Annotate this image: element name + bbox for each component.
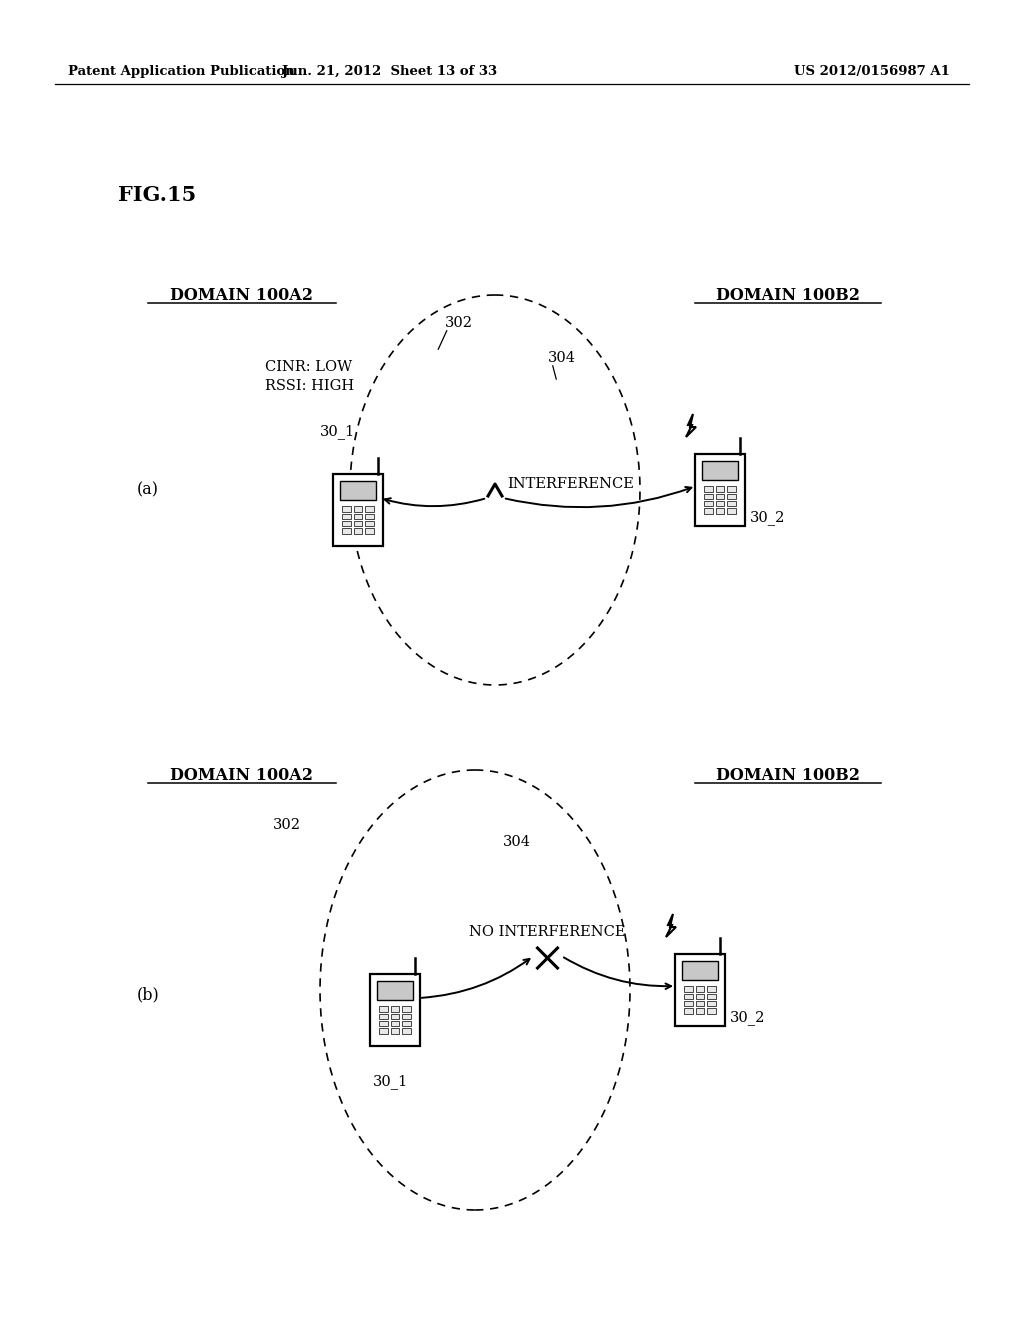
Bar [353,507,362,512]
Text: US 2012/0156987 A1: US 2012/0156987 A1 [795,66,950,78]
Text: NO INTERFERENCE: NO INTERFERENCE [469,925,626,939]
Bar [684,1008,693,1014]
Bar [380,1014,388,1019]
Text: DOMAIN 100A2: DOMAIN 100A2 [171,286,313,304]
Bar [727,508,735,513]
Text: DOMAIN 100B2: DOMAIN 100B2 [716,286,860,304]
Bar [390,1028,399,1034]
Bar [365,513,374,519]
Bar [684,986,693,993]
Bar [695,994,705,999]
Text: 30_1: 30_1 [373,1074,409,1089]
Polygon shape [666,913,676,937]
Bar [705,487,714,492]
Bar [716,508,724,513]
Bar [401,1028,411,1034]
Text: 302: 302 [273,818,301,832]
Bar [380,1028,388,1034]
Bar [707,994,716,999]
Bar [370,974,420,1045]
Text: (b): (b) [136,986,160,1003]
Text: 30_2: 30_2 [750,511,785,525]
Bar [342,528,351,533]
Bar [727,500,735,507]
Polygon shape [686,414,696,437]
Bar [390,1006,399,1012]
Bar [390,1014,399,1019]
Text: (a): (a) [137,482,159,499]
Bar [342,520,351,527]
Bar [333,474,383,545]
Text: FIG.15: FIG.15 [118,185,197,205]
Text: Patent Application Publication: Patent Application Publication [68,66,295,78]
Bar [716,500,724,507]
Text: INTERFERENCE: INTERFERENCE [507,477,634,491]
Text: DOMAIN 100B2: DOMAIN 100B2 [716,767,860,784]
Bar [707,986,716,993]
Text: 304: 304 [548,351,575,366]
Bar [365,520,374,527]
Bar [682,961,718,979]
Bar [705,508,714,513]
Bar [353,520,362,527]
Bar [353,528,362,533]
Text: 30_2: 30_2 [730,1011,765,1026]
Bar [380,1020,388,1027]
Text: 30_1: 30_1 [319,425,355,440]
Bar [380,1006,388,1012]
Bar [695,1001,705,1006]
Bar [727,487,735,492]
Bar [695,454,745,525]
Bar [675,954,725,1026]
Bar [695,1008,705,1014]
Bar [695,986,705,993]
Text: 302: 302 [445,315,473,330]
Bar [401,1006,411,1012]
Bar [684,1001,693,1006]
Bar [340,482,376,500]
Bar [342,507,351,512]
Bar [702,462,737,480]
Bar [353,513,362,519]
Bar [401,1014,411,1019]
Bar [365,528,374,533]
Bar [365,507,374,512]
Text: Jun. 21, 2012  Sheet 13 of 33: Jun. 21, 2012 Sheet 13 of 33 [283,66,498,78]
Bar [716,487,724,492]
Bar [378,982,413,1001]
Bar [716,494,724,499]
Bar [705,494,714,499]
Text: DOMAIN 100A2: DOMAIN 100A2 [171,767,313,784]
Bar [707,1001,716,1006]
Bar [401,1020,411,1027]
Bar [684,994,693,999]
Bar [707,1008,716,1014]
Bar [342,513,351,519]
Text: 304: 304 [503,836,531,849]
Text: CINR: LOW
RSSI: HIGH: CINR: LOW RSSI: HIGH [265,360,354,393]
Bar [705,500,714,507]
Bar [727,494,735,499]
Bar [390,1020,399,1027]
